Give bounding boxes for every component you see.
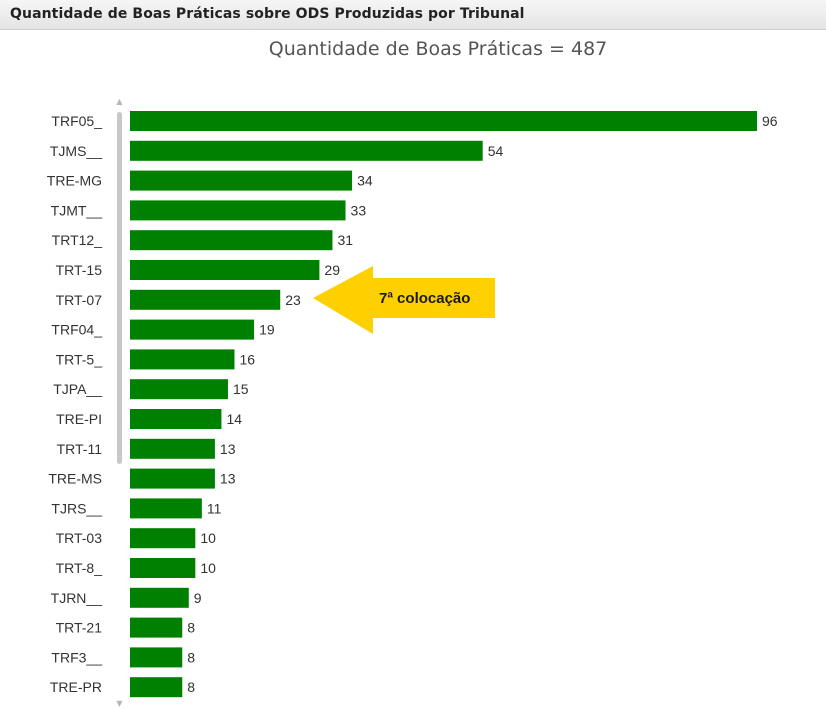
category-label: TRF05_ — [51, 113, 102, 129]
bar[interactable] — [130, 438, 215, 459]
value-label: 10 — [200, 560, 216, 576]
value-label: 9 — [194, 590, 202, 606]
bar[interactable] — [130, 677, 183, 698]
value-label: 13 — [220, 441, 236, 457]
value-label: 34 — [357, 173, 373, 189]
bar[interactable] — [130, 558, 196, 578]
scrollbar-thumb[interactable] — [117, 112, 122, 464]
category-label: TRT-07 — [56, 292, 103, 308]
value-label: 16 — [240, 351, 256, 367]
bar[interactable] — [130, 289, 281, 310]
value-label: 8 — [187, 620, 195, 636]
bar[interactable] — [130, 409, 222, 429]
category-label: TRT-5_ — [56, 351, 103, 367]
bar[interactable] — [130, 617, 183, 638]
value-label: 13 — [220, 471, 236, 487]
value-label: 23 — [285, 292, 301, 308]
value-label: 54 — [488, 143, 504, 159]
category-label: TJPA__ — [53, 381, 102, 397]
category-label: TRE-PI — [56, 411, 102, 427]
category-label: TJRN__ — [51, 590, 103, 606]
bar[interactable] — [130, 528, 196, 549]
category-label: TRE-MS — [48, 471, 102, 487]
category-label: TRT-8_ — [56, 560, 103, 576]
category-label: TRF04_ — [51, 322, 102, 338]
category-label: TRT-21 — [56, 620, 103, 636]
value-label: 33 — [351, 202, 367, 218]
window-title: Quantidade de Boas Práticas sobre ODS Pr… — [10, 6, 525, 22]
value-label: 15 — [233, 381, 249, 397]
category-label: TJRS__ — [51, 500, 102, 516]
value-label: 96 — [762, 113, 778, 129]
category-label: TRE-MG — [47, 173, 102, 189]
bar[interactable] — [130, 349, 235, 370]
category-label: TJMS__ — [50, 143, 102, 159]
bar[interactable] — [130, 170, 353, 191]
bar[interactable] — [130, 319, 255, 340]
ranking-callout: 7ª colocação — [313, 266, 495, 334]
value-label: 8 — [187, 649, 195, 665]
bar[interactable] — [130, 200, 346, 221]
scroll-down-arrow-icon[interactable]: ▼ — [116, 699, 123, 708]
bar[interactable] — [130, 587, 189, 608]
value-label: 29 — [324, 262, 340, 278]
bar[interactable] — [130, 468, 215, 489]
chart-window-titlebar: Quantidade de Boas Práticas sobre ODS Pr… — [0, 0, 826, 30]
value-label: 10 — [200, 530, 216, 546]
bar[interactable] — [130, 379, 228, 400]
category-label: TRE-PR — [50, 679, 102, 695]
category-label: TRT-11 — [57, 441, 103, 457]
value-label: 14 — [226, 411, 242, 427]
category-label: TJMT__ — [51, 202, 103, 218]
scroll-up-arrow-icon[interactable]: ▲ — [116, 97, 123, 106]
bar[interactable] — [130, 111, 757, 131]
category-label: TRT-15 — [56, 262, 103, 278]
value-label: 11 — [207, 500, 222, 516]
left-arrow-icon — [313, 266, 495, 334]
value-label: 31 — [337, 232, 353, 248]
bar[interactable] — [130, 498, 202, 519]
vertical-scrollbar[interactable]: ▲ ▼ — [115, 98, 124, 710]
bar[interactable] — [130, 647, 183, 668]
value-label: 19 — [259, 322, 275, 338]
bar[interactable] — [130, 230, 333, 251]
category-label: TRT-03 — [56, 530, 103, 546]
chart-title: Quantidade de Boas Práticas = 487 — [268, 38, 608, 60]
callout-label: 7ª colocação — [379, 290, 471, 307]
bar[interactable] — [130, 260, 320, 280]
category-label: TRF3__ — [51, 649, 102, 665]
category-label: TRT12_ — [52, 232, 103, 248]
value-label: 8 — [187, 679, 195, 695]
bar[interactable] — [130, 140, 483, 161]
